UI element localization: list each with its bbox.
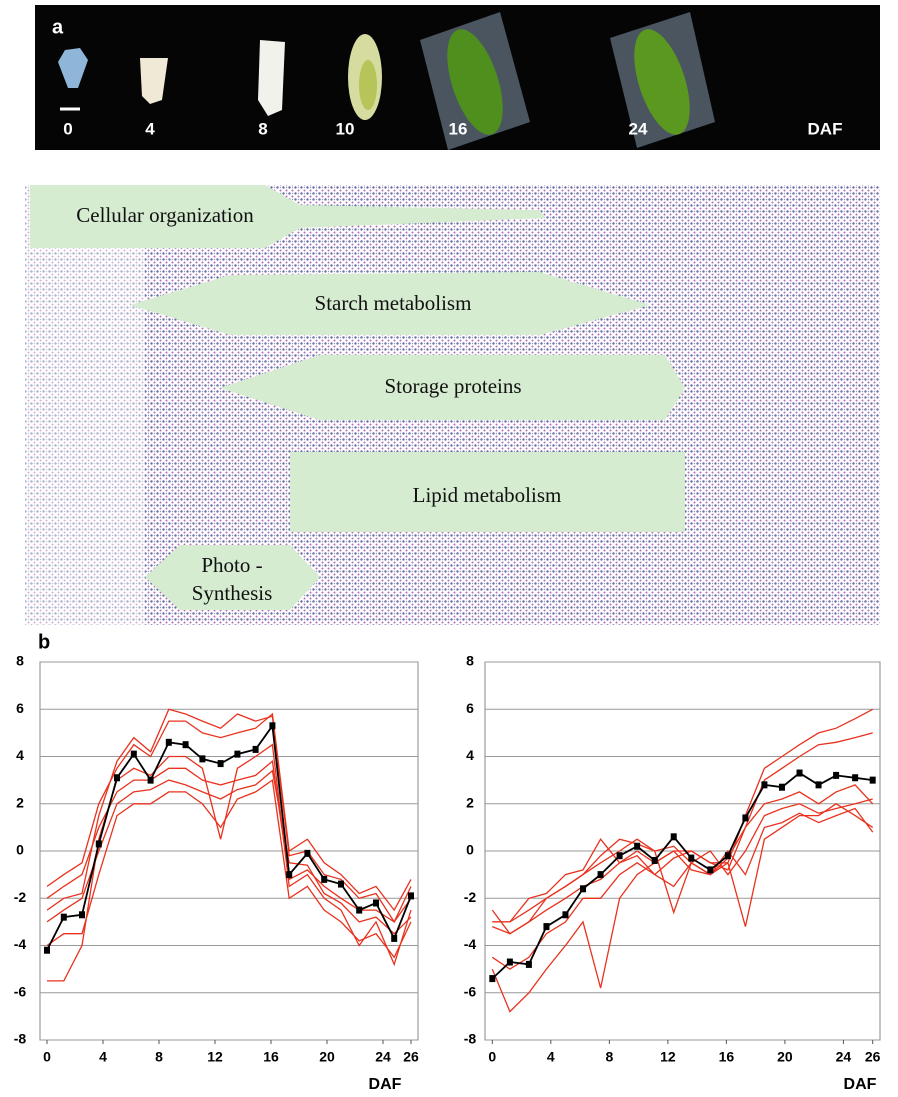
point-marker	[489, 975, 495, 982]
point-marker	[408, 892, 414, 899]
x-tick-label: 0	[43, 1049, 51, 1065]
x-tick-label: 20	[777, 1049, 793, 1065]
point-marker	[356, 907, 362, 914]
map-shade	[25, 185, 145, 625]
y-tick-label: -8	[464, 1031, 477, 1047]
point-marker	[507, 959, 513, 966]
x-tick-label: 12	[660, 1049, 676, 1065]
x-tick-label: 4	[99, 1049, 107, 1065]
category-label: Cellular organization	[76, 203, 254, 227]
y-tick-label: 8	[16, 653, 24, 669]
point-marker	[598, 871, 604, 878]
point-marker	[338, 881, 344, 888]
stage-label: 4	[145, 119, 155, 138]
stage-label: 0	[63, 119, 72, 138]
y-tick-label: 8	[466, 653, 474, 669]
point-marker	[96, 840, 102, 847]
point-marker	[526, 961, 532, 968]
point-marker	[199, 755, 205, 762]
y-tick-label: 0	[466, 842, 474, 858]
y-tick-label: 4	[16, 747, 24, 763]
unit-label: DAF	[808, 119, 843, 138]
category-label: Synthesis	[192, 581, 273, 605]
point-marker	[131, 751, 137, 758]
point-marker	[580, 885, 586, 892]
point-marker	[79, 911, 85, 918]
point-marker	[304, 850, 310, 857]
point-marker	[253, 746, 259, 753]
point-marker	[688, 855, 694, 862]
x-tick-label: 0	[488, 1049, 496, 1065]
x-tick-label: 12	[207, 1049, 223, 1065]
point-marker	[797, 770, 803, 777]
x-tick-label: 8	[605, 1049, 613, 1065]
y-tick-label: 2	[16, 794, 24, 810]
point-marker	[218, 760, 224, 767]
y-tick-label: 6	[466, 700, 474, 716]
point-marker	[286, 871, 292, 878]
point-marker	[742, 814, 748, 821]
point-marker	[183, 741, 189, 748]
figure: a Cellular organization Starch metabolis…	[0, 0, 898, 1097]
point-marker	[779, 784, 785, 791]
category-label: Photo -	[201, 553, 262, 577]
y-tick-label: 2	[466, 794, 474, 810]
y-tick-label: 0	[16, 842, 24, 858]
point-marker	[562, 911, 568, 918]
x-tick-label: 20	[319, 1049, 335, 1065]
point-marker	[543, 923, 549, 930]
stage-label: 10	[336, 119, 355, 138]
category-label: Starch metabolism	[315, 291, 472, 315]
x-axis-label: DAF	[844, 1076, 877, 1093]
category-label: Storage proteins	[384, 374, 521, 398]
y-tick-label: -8	[14, 1031, 27, 1047]
stage-label: 16	[449, 119, 468, 138]
stage-label: 8	[258, 119, 267, 138]
y-tick-label: 6	[16, 700, 24, 716]
y-tick-label: -2	[464, 889, 477, 905]
point-marker	[44, 947, 50, 954]
y-tick-label: -6	[464, 983, 477, 999]
point-marker	[373, 899, 379, 906]
point-marker	[652, 857, 658, 864]
point-marker	[166, 739, 172, 746]
point-marker	[61, 914, 67, 921]
y-tick-label: -2	[14, 889, 27, 905]
point-marker	[816, 781, 822, 788]
category-label: Lipid metabolism	[413, 483, 562, 507]
point-marker	[707, 866, 713, 873]
x-tick-label: 24	[375, 1049, 391, 1065]
y-tick-label: 4	[466, 747, 474, 763]
x-tick-label: 4	[547, 1049, 555, 1065]
point-marker	[833, 772, 839, 779]
stage-label: 24	[629, 119, 648, 138]
point-marker	[114, 774, 120, 781]
x-tick-label: 16	[263, 1049, 279, 1065]
point-marker	[321, 876, 327, 883]
point-marker	[234, 751, 240, 758]
x-tick-label: 24	[836, 1049, 852, 1065]
x-tick-label: 26	[403, 1049, 419, 1065]
page: a Cellular organization Starch metabolis…	[0, 0, 898, 1097]
x-tick-label: 26	[865, 1049, 881, 1065]
point-marker	[148, 777, 154, 784]
point-marker	[671, 833, 677, 840]
point-marker	[761, 781, 767, 788]
point-marker	[617, 852, 623, 859]
point-marker	[269, 722, 275, 729]
point-marker	[852, 774, 858, 781]
y-tick-label: -4	[464, 936, 477, 952]
point-marker	[870, 777, 876, 784]
x-tick-label: 8	[155, 1049, 163, 1065]
point-marker	[634, 843, 640, 850]
panel-label: b	[38, 631, 50, 653]
y-tick-label: -6	[14, 983, 27, 999]
x-axis-label: DAF	[369, 1076, 402, 1093]
panel-label: a	[52, 16, 64, 38]
x-tick-label: 16	[719, 1049, 735, 1065]
y-tick-label: -4	[14, 936, 27, 952]
point-marker	[391, 935, 397, 942]
point-marker	[725, 852, 731, 859]
